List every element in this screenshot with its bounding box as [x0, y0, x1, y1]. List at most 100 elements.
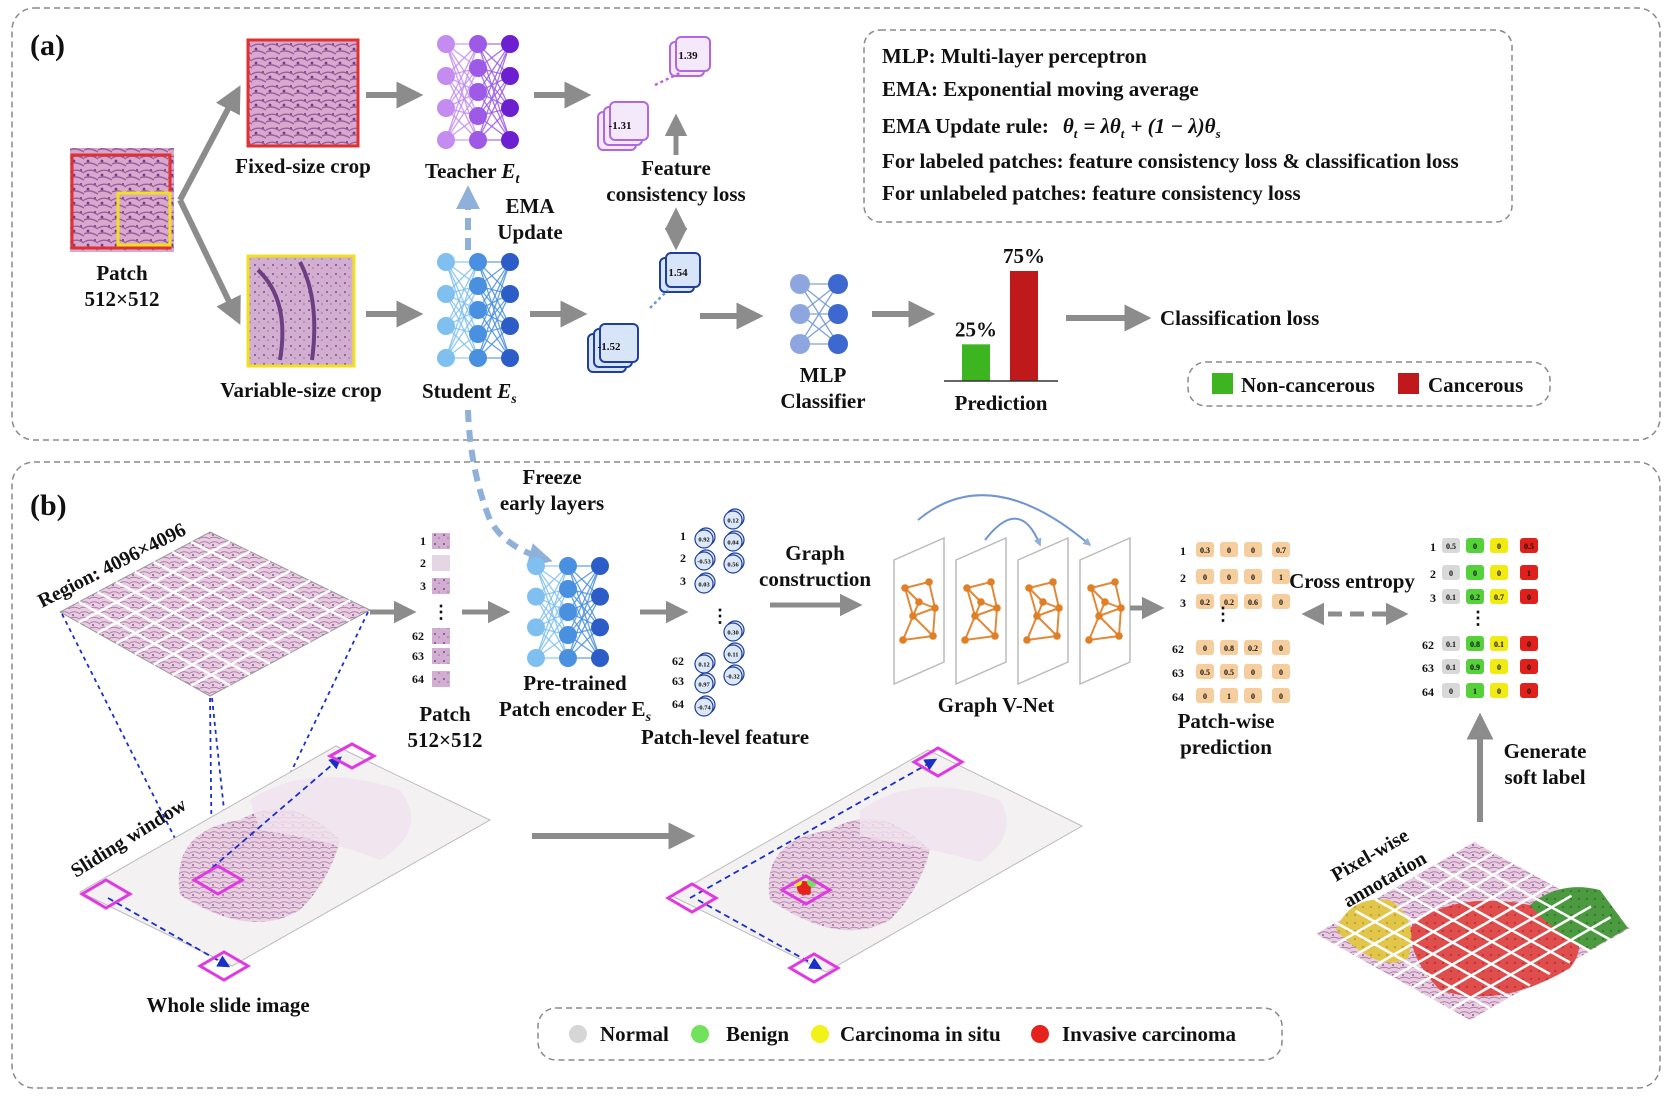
legend-b-invasive: Invasive carcinoma	[1062, 1022, 1237, 1046]
svg-text:0.56: 0.56	[727, 562, 739, 569]
svg-text:0.11: 0.11	[727, 652, 738, 659]
patch-id-2: 2	[420, 556, 426, 570]
svg-text:0: 0	[1527, 640, 1531, 649]
prediction-label: Prediction	[955, 391, 1048, 415]
svg-text:1: 1	[1473, 687, 1477, 696]
map-window-top	[911, 746, 965, 778]
generate-label-2: soft label	[1504, 765, 1585, 789]
fixed-crop-image	[246, 38, 360, 148]
patch-title: Patch	[96, 261, 148, 285]
window-bottom	[197, 950, 251, 982]
svg-text:0.2: 0.2	[1200, 598, 1210, 607]
prediction-bar-label-1: 75%	[1003, 244, 1045, 268]
legend-a-cancerous-swatch	[1398, 373, 1419, 394]
svg-text:0.03: 0.03	[698, 582, 710, 589]
graph-vnet-icon	[893, 494, 1131, 686]
mlp-label-1: MLP	[800, 363, 847, 387]
svg-text:0: 0	[1227, 546, 1231, 555]
svg-text:0: 0	[1251, 668, 1255, 677]
svg-text:3: 3	[1180, 596, 1186, 610]
legend-a-box	[1187, 361, 1551, 407]
variable-crop-label: Variable-size crop	[220, 378, 382, 402]
panel-b-tag: (b)	[30, 489, 67, 522]
legend-a-noncancerous-swatch	[1212, 373, 1233, 394]
svg-text:1: 1	[680, 529, 686, 543]
encoder-label-2: Patch encoder Es	[499, 697, 652, 725]
prediction-bar-1	[1010, 271, 1038, 381]
svg-text:1: 1	[1527, 569, 1531, 578]
svg-text:64: 64	[1422, 685, 1434, 699]
svg-text:0: 0	[1279, 692, 1283, 701]
svg-text:0: 0	[1497, 569, 1501, 578]
svg-text:0.5: 0.5	[1224, 668, 1234, 677]
svg-text:-0.32: -0.32	[726, 674, 740, 681]
svg-text:0.2: 0.2	[1470, 593, 1480, 602]
svg-text:0: 0	[1227, 573, 1231, 582]
arrow-to-variable	[177, 198, 241, 325]
classification-loss-label: Classification loss	[1160, 306, 1319, 330]
feature-loss-label-1: Feature	[641, 156, 711, 180]
svg-text:2: 2	[1430, 567, 1436, 581]
patch-feature-list: 1 2 3 62 63 64 0.92 0.12 -0.53 0.04 0.03 0.56 0.12 0.…	[672, 508, 745, 717]
window-top	[326, 742, 378, 770]
svg-text:-0.53: -0.53	[697, 559, 711, 566]
svg-text:2: 2	[680, 551, 686, 565]
info-box	[863, 29, 1513, 223]
window-left	[79, 878, 133, 910]
svg-text:0: 0	[1497, 663, 1501, 672]
svg-text:63: 63	[1172, 666, 1184, 680]
svg-text:0.5: 0.5	[1446, 542, 1456, 551]
svg-text:0.1: 0.1	[1494, 640, 1504, 649]
panel-b-frame	[11, 461, 1661, 1089]
mlp-label-2: Classifier	[780, 389, 865, 413]
svg-text:0.1: 0.1	[1446, 663, 1456, 672]
svg-text:62: 62	[1422, 638, 1434, 652]
encoder-label-1: Pre-trained	[523, 671, 627, 695]
svg-text:0: 0	[1279, 598, 1283, 607]
generate-label-1: Generate	[1504, 739, 1587, 763]
panel-a-frame	[11, 7, 1661, 441]
patch-id-62: 62	[412, 629, 424, 643]
svg-text:0: 0	[1203, 573, 1207, 582]
prediction-bar-0	[962, 344, 990, 381]
mlp-classifier-icon	[790, 274, 848, 354]
map-slide-arrow-bottom	[697, 899, 823, 970]
svg-text:0: 0	[1473, 542, 1477, 551]
graph-construction-1: Graph	[785, 541, 845, 565]
feature-loss-label-2: consistency loss	[606, 182, 745, 206]
svg-text:⋮: ⋮	[1469, 608, 1487, 628]
info-line-unlabeled: For unlabeled patches: feature consisten…	[882, 181, 1301, 205]
teacher-network-icon	[437, 35, 519, 149]
whole-slide-image	[78, 745, 492, 967]
svg-text:3: 3	[680, 574, 686, 588]
svg-text:62: 62	[672, 654, 684, 668]
svg-text:0.1: 0.1	[1446, 640, 1456, 649]
svg-text:0: 0	[1279, 668, 1283, 677]
teacher-feature-stack	[597, 36, 711, 151]
svg-text:1: 1	[1180, 544, 1186, 558]
svg-text:0: 0	[1449, 687, 1453, 696]
svg-text:0.5: 0.5	[1200, 668, 1210, 677]
feature-level-label: Patch-level feature	[641, 725, 809, 749]
svg-text:0: 0	[1279, 644, 1283, 653]
svg-text:1: 1	[1279, 573, 1283, 582]
svg-text:⋮: ⋮	[711, 606, 729, 626]
svg-text:1: 1	[1227, 692, 1231, 701]
teacher-feature-top: 1.39	[678, 50, 698, 62]
patch-list: 1 2 3 ⋮ 62 63 64	[412, 533, 450, 687]
slide-arrow-bottom	[107, 897, 231, 968]
patch-id-3: 3	[420, 579, 426, 593]
freeze-label-1: Freeze	[522, 465, 581, 489]
svg-text:⋮: ⋮	[1214, 604, 1232, 624]
svg-text:0: 0	[1497, 687, 1501, 696]
svg-text:0.9: 0.9	[1470, 663, 1480, 672]
legend-b-normal-swatch	[569, 1025, 587, 1043]
student-feature-bottom: -1.52	[598, 341, 621, 353]
gvnet-label: Graph V-Net	[938, 693, 1054, 717]
map-window-center	[779, 874, 833, 906]
svg-text:0: 0	[1251, 573, 1255, 582]
patch-image	[70, 148, 174, 252]
svg-text:0.30: 0.30	[727, 630, 738, 637]
graph-construction-2: construction	[759, 567, 871, 591]
svg-text:0: 0	[1251, 546, 1255, 555]
